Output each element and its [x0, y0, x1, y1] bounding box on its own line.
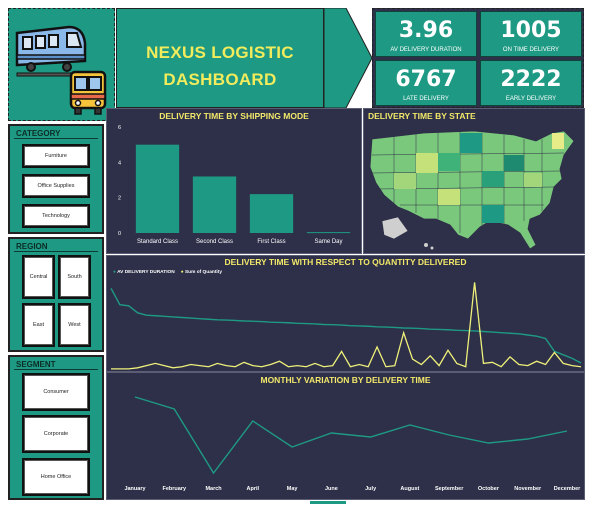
slicer-title: SEGMENT [16, 360, 56, 369]
kpi-label: LATE DELIVERY [403, 96, 449, 102]
x-tick-label: June [325, 486, 338, 492]
divider [14, 251, 98, 252]
panel-title: DELIVERY TIME BY SHIPPING MODE [159, 111, 309, 121]
legend-label: AV DELIVERY DURATION [117, 270, 175, 275]
panel-title: DELIVERY TIME BY STATE [368, 111, 476, 121]
x-tick-label: September [435, 486, 464, 492]
segment-slicer: SEGMENT Consumer Corporate Home Office [8, 355, 104, 500]
x-tick-label: July [365, 486, 377, 492]
legend-label: Sum of Quantity [184, 270, 223, 275]
slicer-item-office-supplies[interactable]: Office Supplies [22, 174, 90, 198]
slicer-item-south[interactable]: South [58, 255, 91, 299]
logo-panel [8, 8, 115, 121]
train-icon [15, 25, 87, 77]
slicer-item-corporate[interactable]: Corporate [22, 415, 90, 453]
y-tick-label: 4 [118, 160, 121, 166]
shipping-mode-panel: DELIVERY TIME BY SHIPPING MODE 0 2 4 6 Stand… [106, 108, 362, 254]
bar [135, 144, 180, 233]
slicer-item-home-office[interactable]: Home Office [22, 458, 90, 496]
chart-legend: ● AV DELIVERY DURATION ● Sum of Quantity [113, 270, 222, 275]
divider [14, 138, 98, 139]
y-tick-label: 0 [118, 231, 121, 237]
x-tick-label: Second Class [196, 239, 233, 245]
x-tick-label: December [554, 486, 581, 492]
y-tick-label: 6 [118, 125, 121, 131]
panel-title: MONTHLY VARIATION BY DELIVERY TIME [260, 375, 431, 385]
us-map [369, 130, 575, 250]
kpi-label: EARLY DELIVERY [505, 96, 557, 102]
page-tab-indicator [310, 501, 346, 504]
monthly-panel: MONTHLY VARIATION BY DELIVERY TIME Janua… [106, 372, 585, 500]
monthly-line [134, 396, 568, 475]
x-tick-label: January [124, 486, 146, 492]
title-panel: NEXUS LOGISTIC DASHBOARD [116, 8, 324, 108]
slicer-title: CATEGORY [16, 129, 61, 138]
title-line-2: DASHBOARD [163, 70, 277, 89]
x-tick-label: Same Day [314, 239, 342, 245]
x-tick-label: May [287, 486, 299, 492]
dashboard-title: NEXUS LOGISTIC DASHBOARD [117, 39, 323, 93]
title-line-1: NEXUS LOGISTIC [146, 43, 294, 62]
series-line-sum-of-quantity [111, 282, 582, 370]
slicer-item-east[interactable]: East [22, 303, 55, 347]
x-tick-label: October [478, 486, 500, 492]
x-tick-label: Standard Class [137, 239, 178, 245]
monthly-chart: January February March April May June July Augu… [124, 396, 581, 492]
kpi-late: 6767 LATE DELIVERY [375, 60, 477, 106]
bar [306, 232, 351, 234]
kpi-value: 6767 [395, 67, 457, 92]
x-tick-label: November [514, 486, 542, 492]
slicer-title: REGION [16, 242, 48, 251]
legend-item: ● Sum of Quantity [180, 270, 223, 275]
kpi-on-time: 1005 ON TIME DELIVERY [480, 11, 582, 57]
x-tick-label: February [162, 486, 186, 492]
bar [192, 176, 237, 233]
x-tick-label: August [400, 486, 419, 492]
x-tick-label: First Class [257, 239, 285, 245]
panel-title: DELIVERY TIME WITH RESPECT TO QUANTITY D… [224, 257, 467, 267]
kpi-avg-duration: 3.96 AV DELIVERY DURATION [375, 11, 477, 57]
legend-item: ● AV DELIVERY DURATION [113, 270, 175, 275]
category-slicer: CATEGORY Furniture Office Supplies Techn… [8, 124, 104, 234]
kpi-value: 1005 [500, 18, 562, 43]
shipping-mode-chart: 0 2 4 6 Standard Class Second Class First Clas… [118, 125, 351, 245]
y-tick-label: 2 [118, 196, 121, 202]
slicer-item-central[interactable]: Central [22, 255, 55, 299]
kpi-label: AV DELIVERY DURATION [390, 47, 462, 53]
slicer-item-technology[interactable]: Technology [22, 204, 90, 228]
bar [249, 194, 294, 233]
series-line-av-delivery-duration [110, 287, 582, 364]
region-slicer: REGION Central South East West [8, 237, 104, 352]
kpi-early: 2222 EARLY DELIVERY [480, 60, 582, 106]
kpi-value: 2222 [500, 67, 562, 92]
quantity-panel: DELIVERY TIME WITH RESPECT TO QUANTITY D… [106, 255, 585, 372]
slicer-item-furniture[interactable]: Furniture [22, 144, 90, 168]
kpi-value: 3.96 [398, 18, 454, 43]
slicer-item-west[interactable]: West [58, 303, 91, 347]
kpi-label: ON TIME DELIVERY [502, 47, 560, 53]
kpi-grid: 3.96 AV DELIVERY DURATION 1005 ON TIME D… [372, 8, 584, 108]
quantity-chart [110, 282, 582, 370]
state-map-panel: DELIVERY TIME BY STATE [363, 108, 585, 254]
bus-icon [69, 70, 107, 115]
arrow-shape [324, 8, 372, 108]
x-tick-label: March [205, 486, 222, 492]
divider [14, 369, 98, 370]
x-tick-label: April [247, 486, 260, 492]
slicer-item-consumer[interactable]: Consumer [22, 373, 90, 411]
